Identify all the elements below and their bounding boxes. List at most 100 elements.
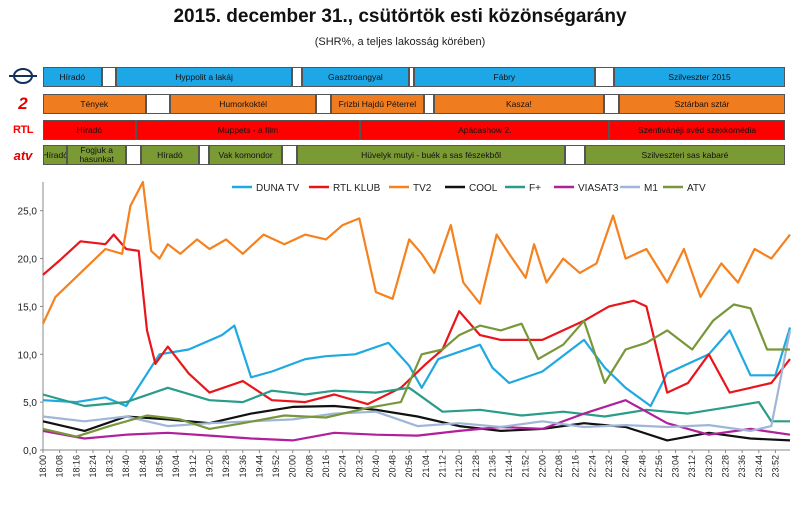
x-tick-label: 19:20 xyxy=(204,455,214,478)
legend-label: TV2 xyxy=(413,183,432,194)
program-block: Gasztroangyal xyxy=(301,67,410,87)
x-tick-label: 18:32 xyxy=(105,455,115,478)
program-gap xyxy=(604,94,620,114)
series-line-atv xyxy=(42,303,790,438)
tv2-logo: 2 xyxy=(18,94,28,113)
series-line-rtl-klub xyxy=(42,233,791,406)
schedule-row-atv: Híradó Fogjuk a hasunkat Híradó Vak komondo… xyxy=(43,145,785,167)
x-tick-label: 18:08 xyxy=(55,455,65,478)
x-tick-label: 23:36 xyxy=(737,455,747,478)
series-line-m1 xyxy=(42,330,792,432)
program-gap xyxy=(423,94,434,114)
x-tick-label: 23:28 xyxy=(720,455,730,478)
atv-logo: atv xyxy=(13,147,33,163)
x-tick-label: 19:44 xyxy=(254,455,264,478)
x-tick-label: 18:48 xyxy=(138,455,148,478)
program-block: Vak komondor xyxy=(208,145,283,165)
x-tick-label: 18:16 xyxy=(71,455,81,478)
x-tick-label: 19:52 xyxy=(271,455,281,478)
x-tick-label: 23:20 xyxy=(704,455,714,478)
x-tick-label: 20:40 xyxy=(371,455,381,478)
program-block: Szilveszteri sas kabaré xyxy=(584,145,785,165)
x-tick-label: 21:28 xyxy=(471,455,481,478)
program-block: Híradó xyxy=(43,145,68,165)
x-tick-label: 23:44 xyxy=(754,455,764,478)
program-block: Humorkoktél xyxy=(169,94,317,114)
x-tick-label: 20:24 xyxy=(338,455,348,478)
x-tick-label: 20:32 xyxy=(354,455,364,478)
rtl-klub-logo: RTL xyxy=(13,124,33,136)
series-line-viasat3 xyxy=(42,399,791,442)
x-tick-label: 23:52 xyxy=(770,455,780,478)
m1-logo xyxy=(6,67,40,85)
x-tick-label: 18:00 xyxy=(38,455,48,478)
program-block: Hyppolit a lakáj xyxy=(116,67,292,87)
legend-label: ATV xyxy=(687,183,706,194)
x-tick-label: 20:08 xyxy=(304,455,314,478)
x-tick-label: 23:04 xyxy=(671,455,681,478)
chart-subtitle: (SHR%, a teljes lakosság körében) xyxy=(314,36,486,48)
series-line-duna-tv xyxy=(42,324,792,408)
x-tick-label: 19:12 xyxy=(188,455,198,478)
x-tick-label: 22:24 xyxy=(587,455,597,478)
x-tick-label: 21:36 xyxy=(487,455,497,478)
program-gap xyxy=(409,67,414,87)
x-tick-label: 22:16 xyxy=(571,455,581,478)
legend-label: COOL xyxy=(469,183,498,194)
x-tick-label: 19:36 xyxy=(238,455,248,478)
x-tick-label: 20:16 xyxy=(321,455,331,478)
legend-label: M1 xyxy=(644,183,658,194)
x-tick-label: 19:04 xyxy=(171,455,181,478)
program-block: Frizbi Hajdú Péterrel xyxy=(331,94,424,114)
legend-label: F+ xyxy=(529,183,541,194)
y-tick-label: 10,0 xyxy=(18,350,38,361)
series-line-f- xyxy=(42,386,790,423)
x-tick-label: 22:00 xyxy=(537,455,547,478)
program-block: Tények xyxy=(43,94,146,114)
x-tick-label: 23:12 xyxy=(687,455,697,478)
program-gap xyxy=(316,94,331,114)
x-tick-label: 22:56 xyxy=(654,455,664,478)
program-gap xyxy=(199,145,209,165)
program-block: Apácashow 2. xyxy=(360,120,610,140)
program-gap xyxy=(291,67,302,87)
x-tick-label: 21:52 xyxy=(521,455,531,478)
series-line-cool xyxy=(42,404,791,442)
x-tick-label: 22:40 xyxy=(621,455,631,478)
program-block: Híradó xyxy=(43,67,102,87)
program-block: Sztárban sztár xyxy=(619,94,785,114)
x-tick-label: 20:48 xyxy=(388,455,398,478)
legend-label: VIASAT3 xyxy=(578,183,619,194)
program-block: Szentivánéji svéd szexkomédia xyxy=(609,120,785,140)
schedule-row-rtl-klub: Híradó Muppets - a film Apácashow 2. Szenti… xyxy=(43,120,785,142)
chart-title: 2015. december 31., csütörtök esti közön… xyxy=(173,6,627,27)
program-block: Muppets - a film xyxy=(135,120,361,140)
x-tick-label: 18:24 xyxy=(88,455,98,478)
program-block: Fábry xyxy=(414,67,595,87)
y-tick-label: 20,0 xyxy=(18,255,38,266)
program-gap xyxy=(125,145,141,165)
program-gap xyxy=(594,67,615,87)
legend-label: DUNA TV xyxy=(256,183,299,194)
m1-logo-icon xyxy=(9,68,37,84)
program-block: Híradó xyxy=(43,120,136,140)
program-block: Kasza! xyxy=(433,94,605,114)
program-block: Fogjuk a hasunkat xyxy=(67,145,126,165)
y-tick-label: 5,0 xyxy=(23,398,37,409)
x-tick-label: 20:00 xyxy=(288,455,298,478)
x-tick-label: 22:08 xyxy=(554,455,564,478)
x-tick-label: 21:20 xyxy=(454,455,464,478)
y-tick-label: 15,0 xyxy=(18,302,38,313)
series-line-tv2 xyxy=(42,180,791,325)
x-tick-label: 20:56 xyxy=(404,455,414,478)
x-tick-label: 18:56 xyxy=(155,455,165,478)
y-tick-label: 25,0 xyxy=(18,207,38,218)
schedule-row-tv2: Tények Humorkoktél Frizbi Hajdú Péterrel Ka… xyxy=(43,94,785,116)
program-gap xyxy=(145,94,170,114)
x-tick-label: 22:32 xyxy=(604,455,614,478)
x-tick-label: 19:28 xyxy=(221,455,231,478)
legend-label: RTL KLUB xyxy=(333,183,381,194)
program-block: Szilveszter 2015 xyxy=(614,67,785,87)
y-tick-label: 0,0 xyxy=(23,446,37,457)
program-block: Hüvelyk mutyi - buék a sas fészekből xyxy=(296,145,566,165)
